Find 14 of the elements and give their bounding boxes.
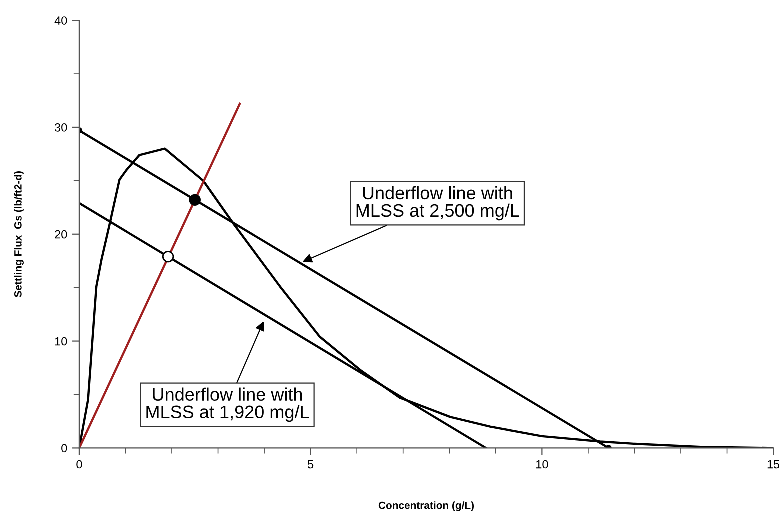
y-tick-label: 30: [54, 124, 68, 132]
point: [189, 194, 201, 206]
x-tick-label: 0: [76, 460, 82, 469]
y-tick-label: 40: [54, 16, 68, 25]
annotation: Underflow line with MLSS at 2,500 mg/L: [356, 186, 520, 221]
y-tick-label: 10: [55, 337, 68, 346]
annotation: Underflow line with MLSS at 1,920 mg/L: [146, 388, 310, 422]
x-axis-title: Concentration (g/L): [378, 502, 474, 512]
x-tick-label: 10: [536, 460, 548, 469]
x-tick-label: 5: [308, 460, 314, 469]
y-axis-title: Settling Flux Gs (lb/ft2-d): [14, 172, 24, 298]
point: [162, 250, 174, 263]
y-tick-label: 0: [62, 444, 68, 453]
y-tick-label: 20: [55, 230, 68, 239]
